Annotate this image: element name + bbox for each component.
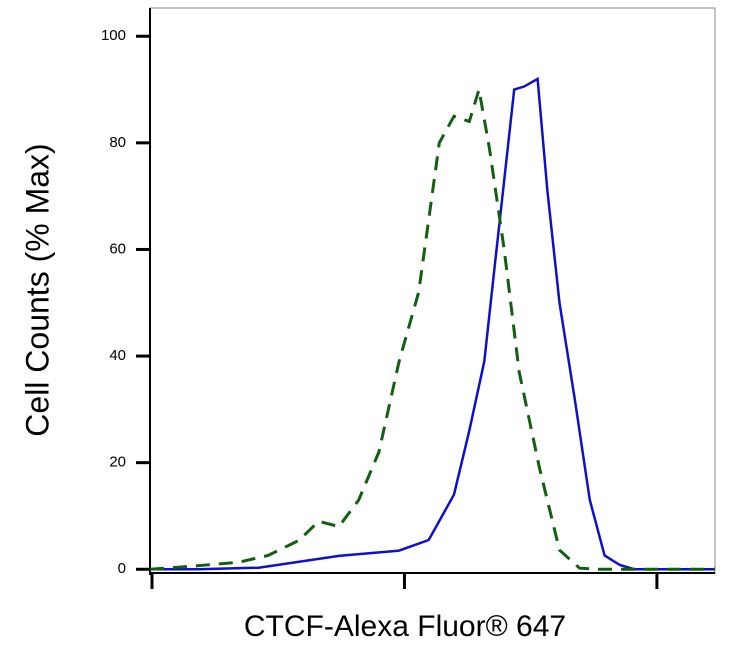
x-axis-title: CTCF-Alexa Fluor® 647 bbox=[244, 610, 566, 643]
histogram-line bbox=[149, 89, 715, 571]
plot-frame bbox=[149, 7, 716, 574]
y-tick-label: 60 bbox=[109, 240, 126, 257]
y-tick-label: 20 bbox=[109, 454, 126, 471]
y-tick-label: 100 bbox=[101, 27, 126, 44]
histogram-line bbox=[150, 76, 715, 571]
y-tick-label: 40 bbox=[109, 347, 126, 364]
y-tick-label: 80 bbox=[109, 134, 126, 151]
y-tick-label: 0 bbox=[118, 560, 126, 577]
y-axis-title: Cell Counts (% Max) bbox=[19, 143, 55, 436]
